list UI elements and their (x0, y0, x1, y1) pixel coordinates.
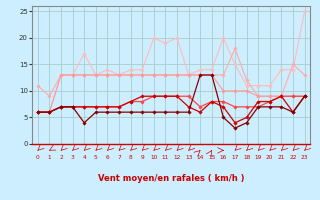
X-axis label: Vent moyen/en rafales ( km/h ): Vent moyen/en rafales ( km/h ) (98, 174, 244, 183)
